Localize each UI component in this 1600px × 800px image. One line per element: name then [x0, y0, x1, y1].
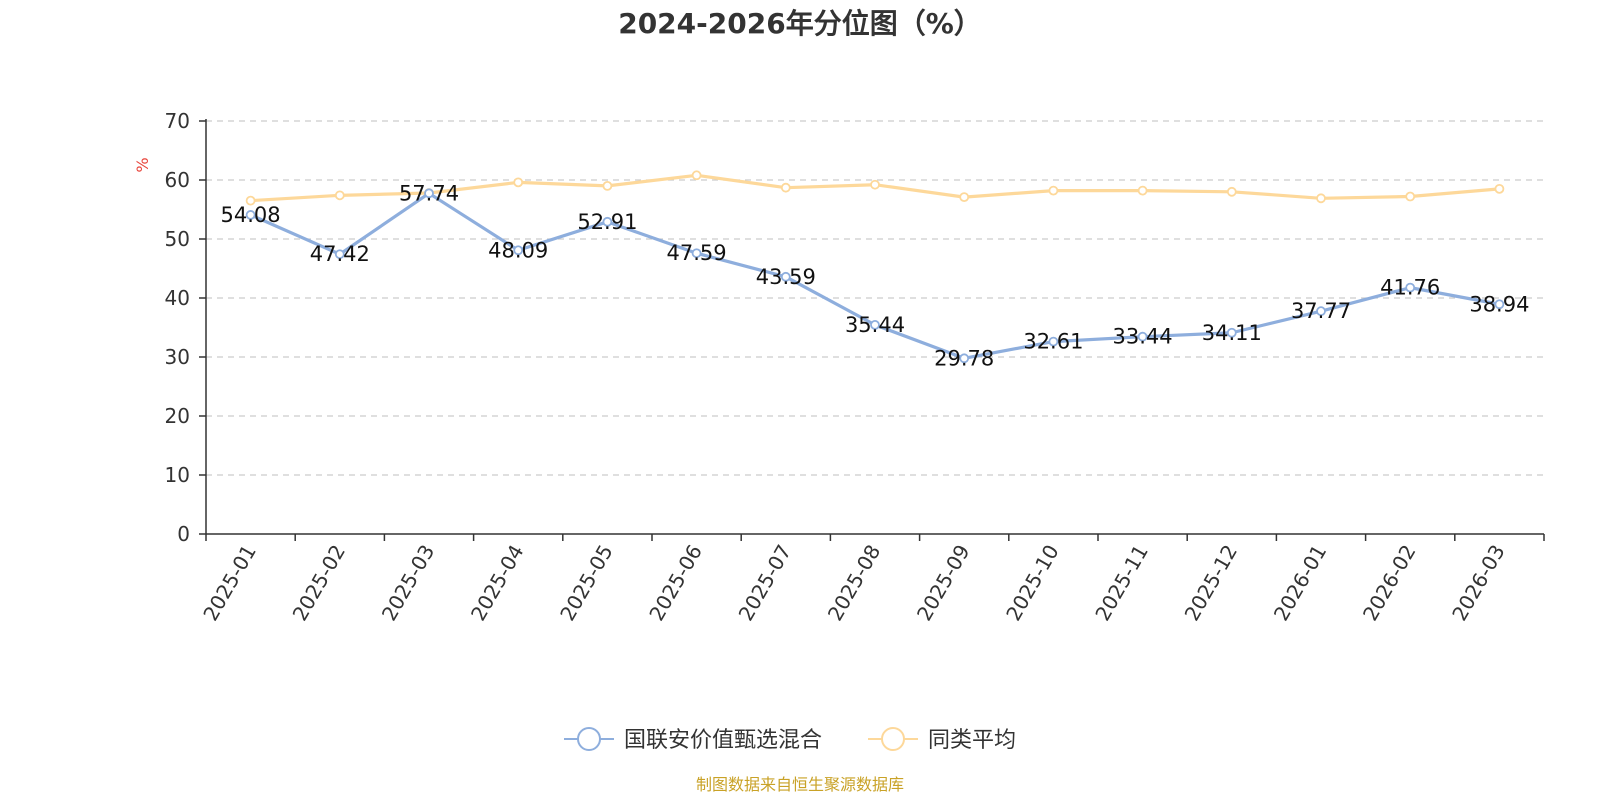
y-tick-label: 20 — [165, 404, 190, 428]
data-point — [424, 188, 434, 199]
data-point — [513, 245, 524, 256]
series-fund: 54.08 47.42 57.74 48.09 52.91 47.59 43.59 35.44… — [221, 181, 1530, 370]
series-layer: 54.08 47.42 57.74 48.09 52.91 47.59 43.59 35.44… — [221, 170, 1530, 370]
data-point — [1226, 327, 1237, 338]
x-axis-ticks: 2025-01 2025-02 2025-03 2025-04 2025-05 2025-… — [198, 534, 1545, 625]
data-label: 35.44 — [845, 313, 905, 337]
x-tick-label: 2025-01 — [198, 541, 261, 625]
x-tick-label: 2025-08 — [823, 541, 886, 625]
data-point — [1137, 185, 1148, 196]
data-label: 37.77 — [1291, 299, 1351, 323]
x-tick-label: 2026-03 — [1447, 541, 1510, 625]
x-tick-label: 2025-10 — [1001, 541, 1064, 625]
y-tick-label: 60 — [165, 168, 190, 192]
data-point — [1494, 183, 1505, 194]
x-tick-label: 2025-04 — [466, 541, 529, 625]
x-tick-label: 2025-05 — [555, 541, 618, 625]
data-point — [1405, 282, 1416, 293]
legend-label: 同类平均 — [928, 728, 1016, 753]
y-tick-label: 30 — [165, 345, 190, 369]
x-tick-label: 2025-02 — [288, 541, 351, 625]
x-tick-label: 2026-02 — [1358, 541, 1421, 625]
data-point — [1316, 306, 1326, 317]
y-axis-label: % — [133, 157, 152, 172]
data-point — [334, 190, 345, 201]
data-label: 48.09 — [488, 238, 548, 262]
data-point — [1405, 191, 1416, 202]
chart-title: 2024-2026年分位图（%） — [618, 7, 982, 40]
x-tick-label: 2026-01 — [1269, 541, 1332, 625]
data-point — [1048, 185, 1059, 196]
data-label: 29.78 — [934, 346, 994, 370]
y-tick-label: 10 — [165, 463, 190, 487]
source-note: 制图数据来自恒生聚源数据库 — [696, 775, 904, 794]
legend-circle-icon — [881, 727, 905, 751]
data-point — [1316, 193, 1326, 204]
data-point — [780, 182, 791, 193]
data-point — [513, 177, 524, 188]
x-tick-label: 2025-03 — [377, 541, 440, 625]
gridlines — [206, 120, 1544, 476]
data-label: 38.94 — [1469, 292, 1529, 316]
data-point — [602, 216, 613, 227]
data-label: 57.74 — [399, 181, 459, 205]
data-point — [1494, 299, 1505, 310]
x-tick-label: 2025-12 — [1180, 541, 1243, 625]
data-point — [1137, 331, 1148, 342]
x-tick-label: 2025-11 — [1090, 541, 1153, 625]
x-tick-label: 2025-07 — [734, 541, 797, 625]
data-point — [870, 179, 880, 190]
data-label: 32.61 — [1023, 330, 1083, 354]
axes — [205, 119, 1544, 535]
y-tick-label: 50 — [165, 227, 190, 251]
data-label: 33.44 — [1113, 325, 1173, 349]
x-tick-label: 2025-06 — [644, 541, 707, 625]
data-label: 47.42 — [310, 242, 370, 266]
data-label: 43.59 — [756, 265, 816, 289]
data-point — [602, 180, 613, 191]
legend[interactable]: 国联安价值甄选混合 同类平均 — [564, 727, 1016, 753]
y-axis-ticks: 0 10 20 30 40 50 60 70 — [165, 109, 206, 546]
legend-label: 国联安价值甄选混合 — [624, 728, 822, 753]
data-point — [959, 353, 970, 364]
data-label: 47.59 — [667, 241, 727, 265]
data-point — [1226, 186, 1237, 197]
data-point — [1048, 336, 1059, 347]
data-label: 52.91 — [577, 210, 637, 234]
data-point — [245, 210, 256, 220]
data-point — [245, 195, 256, 206]
data-point — [334, 249, 345, 260]
data-point — [691, 248, 702, 259]
data-point — [780, 271, 791, 282]
y-tick-label: 0 — [177, 522, 190, 546]
data-label: 41.76 — [1380, 276, 1440, 300]
data-point — [959, 192, 970, 203]
legend-item[interactable]: 国联安价值甄选混合 — [564, 727, 822, 753]
data-label: 34.11 — [1202, 321, 1262, 345]
legend-item[interactable]: 同类平均 — [868, 727, 1016, 753]
legend-circle-icon — [577, 727, 601, 751]
y-tick-label: 40 — [165, 286, 190, 310]
x-tick-label: 2025-09 — [912, 540, 975, 624]
data-point — [691, 170, 702, 181]
data-label: 54.08 — [221, 203, 281, 227]
y-tick-label: 70 — [165, 109, 190, 133]
data-point — [870, 320, 880, 330]
